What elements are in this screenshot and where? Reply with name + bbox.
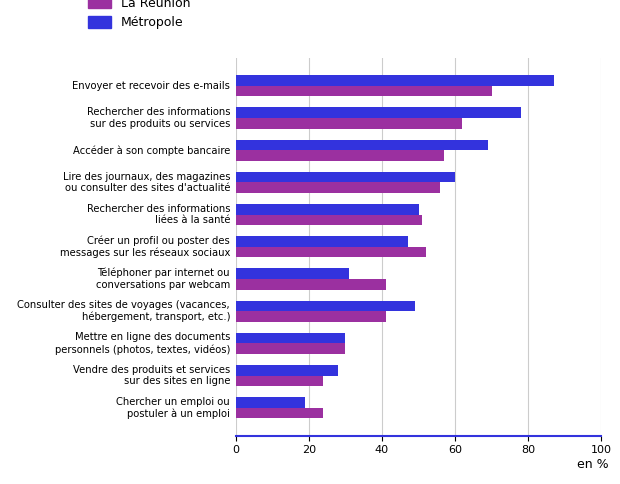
Bar [236,214,422,225]
Bar [236,408,324,419]
Bar [236,344,345,354]
Bar [236,182,440,193]
Bar [236,172,455,182]
Bar [236,376,324,386]
Bar [236,150,444,161]
Bar [236,279,386,289]
Bar [236,247,426,257]
Bar [236,311,386,322]
Bar [236,139,488,150]
Bar [236,86,492,96]
Bar [236,397,305,408]
Bar [236,333,345,344]
Bar [236,204,418,214]
Bar [236,301,415,311]
Bar [236,269,349,279]
Bar [236,236,407,247]
Bar [236,365,338,376]
X-axis label: en %: en % [577,458,609,471]
Legend: La Réunion, Métropole: La Réunion, Métropole [88,0,190,29]
Bar [236,107,521,118]
Bar [236,75,554,86]
Bar [236,118,463,129]
